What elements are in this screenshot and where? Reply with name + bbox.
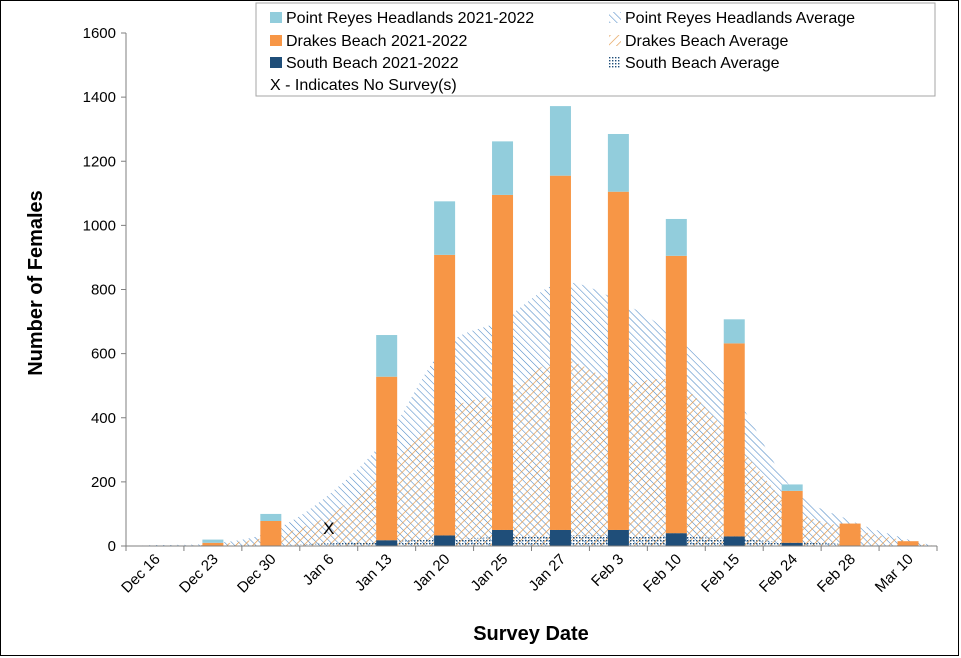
bar-prh [549,106,571,176]
y-tick-label: 1600 [83,25,116,42]
legend-drakes-2021-label: Drakes Beach 2021-2022 [286,33,468,50]
legend-south-2021-swatch [270,57,282,68]
bar-prh [665,218,687,256]
bar-drakes-beach [781,490,803,543]
x-tick-label: Jan 25 [467,551,511,595]
bar-prh [202,539,224,543]
legend-south-average-swatch [609,57,621,68]
y-tick-label: 0 [108,538,116,555]
bar-prh [723,319,745,344]
y-axis-title: Number of Females [25,190,47,376]
legend: Point Reyes Headlands 2021-2022 Point Rey… [255,2,936,97]
legend-drakes-average-swatch [609,35,621,46]
y-tick-label: 1200 [83,153,116,170]
bar-south-beach [492,529,514,546]
bar-prh [781,484,803,491]
bar-prh [434,201,456,255]
legend-drakes-2021-swatch [270,35,282,46]
bar-drakes-beach [839,523,861,546]
x-tick-label: Jan 13 [352,551,396,595]
y-tick-label: 600 [91,346,116,363]
y-tick-label: 400 [91,410,116,427]
y-tick-label: 800 [91,282,116,299]
bar-drakes-beach [434,254,456,536]
no-survey-mark: X [323,519,334,538]
legend-prh-2021-swatch [270,12,282,23]
average-areas [128,282,935,546]
legend-box [255,2,936,97]
bar-drakes-beach [202,542,224,546]
x-tick-label: Jan 6 [300,551,338,589]
bar-prh [260,513,282,521]
bars: X [202,106,919,546]
bar-south-beach [723,536,745,546]
bar-drakes-beach [665,255,687,534]
bar-drakes-beach [260,520,282,546]
x-tick-label: Jan 27 [525,551,569,595]
bar-prh [376,335,398,377]
x-tick-label: Feb 15 [698,551,743,596]
x-tick-label: Jan 20 [410,551,454,595]
legend-south-average-label: South Beach Average [625,55,780,72]
x-tick-label: Feb 10 [640,551,685,596]
legend-drakes-average-label: Drakes Beach Average [625,33,788,50]
x-tick-label: Dec 16 [118,551,164,597]
bar-south-beach [607,529,629,546]
bar-south-beach [376,540,398,546]
bar-drakes-beach [376,376,398,541]
legend-prh-average-label: Point Reyes Headlands Average [625,10,855,27]
x-tick-label: Feb 24 [756,551,801,596]
bar-south-beach [781,542,803,546]
bar-drakes-beach [723,343,745,537]
bar-prh [607,133,629,192]
x-tick-label: Mar 10 [872,551,917,596]
bar-south-beach [434,535,456,546]
bar-prh [492,141,514,195]
bar-drakes-beach [549,175,571,530]
x-tick-label: Dec 30 [234,551,280,597]
y-tick-label: 200 [91,474,116,491]
bar-drakes-beach [492,194,514,530]
x-axis-title: Survey Date [473,623,589,645]
legend-prh-average-swatch [609,12,621,23]
legend-prh-2021-label: Point Reyes Headlands 2021-2022 [286,10,534,27]
bar-drakes-beach [607,191,629,530]
x-tick-label: Feb 3 [588,551,627,590]
bar-south-beach [549,529,571,546]
legend-south-2021-label: South Beach 2021-2022 [286,55,459,72]
y-tick-label: 1400 [83,89,116,106]
legend-note: X - Indicates No Survey(s) [270,77,457,94]
y-tick-label: 1000 [83,217,116,234]
x-tick-label: Dec 23 [176,551,222,597]
bar-drakes-beach [897,541,919,546]
x-tick-label: Feb 28 [814,551,859,596]
bar-south-beach [665,533,687,546]
